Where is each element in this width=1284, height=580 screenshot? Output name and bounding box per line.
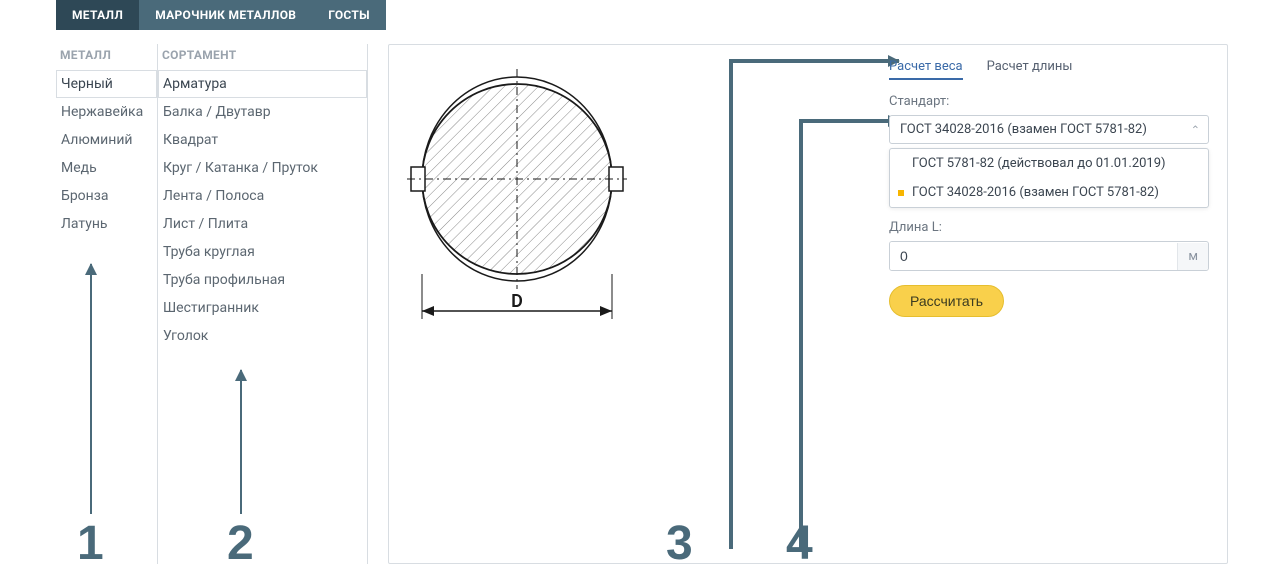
sidebar-item-med[interactable]: Медь [56,154,157,182]
content: МЕТАЛЛ Черный Нержавейка Алюминий Медь Б… [56,44,1228,564]
main-card: D Расчет веса Расчет длины Стандарт: ГОС… [388,44,1228,564]
sidebar-item-chernyj[interactable]: Черный [56,70,157,98]
standard-select[interactable]: ГОСТ 34028-2016 (взамен ГОСТ 5781-82) ⌃ [889,115,1209,144]
annotation-number-3: 3 [666,516,693,571]
sidebar-item-truba-profilnaya[interactable]: Труба профильная [158,266,367,294]
sidebar-item-lenta[interactable]: Лента / Полоса [158,182,367,210]
sidebar-item-krug[interactable]: Круг / Катанка / Пруток [158,154,367,182]
calculate-button[interactable]: Рассчитать [889,285,1004,317]
length-label: Длина L: [889,220,1209,235]
sidebar-sort-list: Арматура Балка / Двутавр Квадрат Круг / … [158,70,367,350]
annotation-arrow-1 [90,264,92,514]
sidebar-item-armatura[interactable]: Арматура [158,70,367,98]
rebar-cross-section-diagram: D [407,59,627,339]
sidebar-item-ugolok[interactable]: Уголок [158,322,367,350]
sidebar-sort-header: СОРТАМЕНТ [158,44,367,70]
sidebar-sort: СОРТАМЕНТ Арматура Балка / Двутавр Квадр… [158,44,368,564]
standard-option-5781[interactable]: ГОСТ 5781-82 (действовал до 01.01.2019) [890,149,1208,178]
sidebar-metal-list: Черный Нержавейка Алюминий Медь Бронза Л… [56,70,157,238]
standard-option-34028[interactable]: ГОСТ 34028-2016 (взамен ГОСТ 5781-82) [890,178,1208,207]
standard-label: Стандарт: [889,94,1209,109]
sidebar-item-latun[interactable]: Латунь [56,210,157,238]
top-nav: МЕТАЛЛ МАРОЧНИК МЕТАЛЛОВ ГОСТЫ [56,0,1284,30]
annotation-arrow-2 [240,370,242,514]
sidebar-item-shestigrannik[interactable]: Шестигранник [158,294,367,322]
sidebar-metal: МЕТАЛЛ Черный Нержавейка Алюминий Медь Б… [56,44,158,564]
annotation-number-4: 4 [786,516,813,571]
standard-select-value: ГОСТ 34028-2016 (взамен ГОСТ 5781-82) [900,122,1147,137]
length-input[interactable] [890,242,1177,270]
topnav-item-metal[interactable]: МЕТАЛЛ [56,0,139,30]
topnav-item-gost[interactable]: ГОСТЫ [312,0,386,30]
sidebar-item-kvadrat[interactable]: Квадрат [158,126,367,154]
calc-tabs: Расчет веса Расчет длины [889,59,1209,80]
standard-dropdown: ГОСТ 5781-82 (действовал до 01.01.2019) … [889,148,1209,208]
chevron-up-icon: ⌃ [1191,123,1200,136]
sidebar-item-list[interactable]: Лист / Плита [158,210,367,238]
sidebar-item-truba-kruglaya[interactable]: Труба круглая [158,238,367,266]
sidebar-metal-header: МЕТАЛЛ [56,44,157,70]
tab-length[interactable]: Расчет длины [987,59,1073,80]
annotation-number-1: 1 [77,516,104,571]
annotation-number-2: 2 [227,516,254,571]
sidebar-item-aluminij[interactable]: Алюминий [56,126,157,154]
annotation-arrow-4 [799,119,899,549]
topnav-item-guide[interactable]: МАРОЧНИК МЕТАЛЛОВ [139,0,312,30]
length-unit: м [1177,243,1208,270]
length-input-wrap: м [889,241,1209,271]
diagram-area: D [407,59,667,549]
sidebar-item-balka[interactable]: Балка / Двутавр [158,98,367,126]
form-panel: Расчет веса Расчет длины Стандарт: ГОСТ … [889,59,1209,317]
sidebar-item-nerzhavejka[interactable]: Нержавейка [56,98,157,126]
sidebar-item-bronza[interactable]: Бронза [56,182,157,210]
tab-weight[interactable]: Расчет веса [889,59,963,80]
diagram-label-d: D [511,291,523,312]
